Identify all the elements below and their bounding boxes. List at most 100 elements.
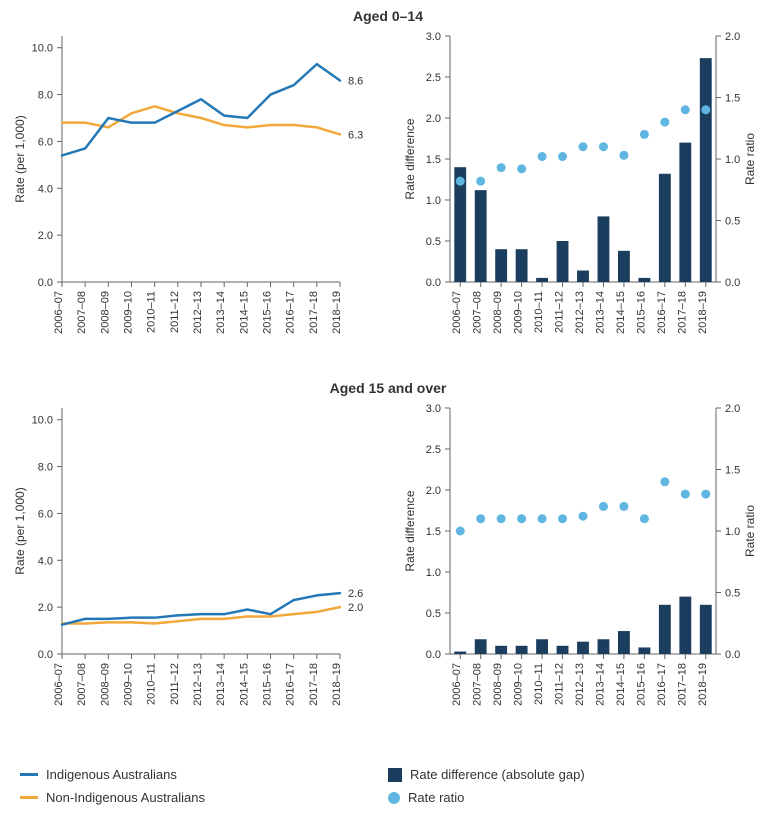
svg-text:2011–12: 2011–12: [554, 663, 566, 705]
svg-text:2015–16: 2015–16: [262, 663, 274, 706]
svg-text:2016–17: 2016–17: [285, 663, 297, 706]
svg-text:Rate ratio: Rate ratio: [743, 505, 757, 557]
svg-text:2008–09: 2008–09: [99, 663, 111, 706]
svg-text:1.5: 1.5: [426, 154, 441, 166]
svg-text:2006–07: 2006–07: [451, 663, 463, 706]
svg-text:2.0: 2.0: [38, 230, 53, 242]
svg-text:2014–15: 2014–15: [615, 291, 627, 334]
svg-text:2013–14: 2013–14: [594, 291, 606, 334]
svg-text:2012–13: 2012–13: [192, 663, 204, 706]
svg-text:2014–15: 2014–15: [238, 663, 250, 706]
svg-text:2017–18: 2017–18: [676, 291, 688, 334]
svg-text:1.0: 1.0: [725, 526, 740, 538]
svg-text:1.0: 1.0: [426, 195, 441, 207]
svg-text:2016–17: 2016–17: [656, 663, 668, 706]
svg-text:2.5: 2.5: [426, 444, 441, 456]
svg-text:0.5: 0.5: [725, 588, 740, 600]
svg-text:2017–18: 2017–18: [308, 291, 320, 334]
svg-text:0.5: 0.5: [725, 216, 740, 228]
svg-text:2007–08: 2007–08: [472, 663, 484, 706]
svg-text:6.0: 6.0: [38, 508, 53, 520]
svg-text:0.0: 0.0: [426, 649, 441, 661]
legend-item-indigenous: Indigenous Australians: [20, 767, 388, 782]
svg-text:2013–14: 2013–14: [594, 663, 606, 706]
svg-text:2.0: 2.0: [725, 31, 740, 43]
svg-text:2.0: 2.0: [725, 403, 740, 415]
svg-text:0.5: 0.5: [426, 236, 441, 248]
svg-text:2007–08: 2007–08: [76, 663, 88, 706]
svg-text:2016–17: 2016–17: [285, 291, 297, 334]
legend-swatch-dot: [388, 792, 400, 804]
svg-text:2012–13: 2012–13: [574, 291, 586, 334]
svg-text:2017–18: 2017–18: [308, 663, 320, 706]
legend-item-bar: Rate difference (absolute gap): [388, 767, 756, 782]
svg-text:6.0: 6.0: [38, 136, 53, 148]
svg-text:2011–12: 2011–12: [169, 291, 181, 333]
figure-root: Aged 0–14 0.02.04.06.08.010.0Rate (per 1…: [0, 0, 776, 821]
svg-text:2011–12: 2011–12: [554, 291, 566, 333]
svg-text:2.0: 2.0: [38, 602, 53, 614]
svg-text:2018–19: 2018–19: [331, 663, 343, 706]
svg-text:10.0: 10.0: [32, 415, 53, 427]
svg-text:2.0: 2.0: [426, 113, 441, 125]
svg-text:8.0: 8.0: [38, 90, 53, 102]
svg-text:2008–09: 2008–09: [492, 663, 504, 706]
svg-text:2013–14: 2013–14: [215, 291, 227, 334]
combo-chart-15plus: 0.00.51.01.52.02.53.00.00.51.01.52.0Rate…: [400, 402, 766, 732]
legend-label-nonindigenous: Non-Indigenous Australians: [46, 790, 205, 805]
svg-text:0.0: 0.0: [38, 649, 53, 661]
svg-text:0.0: 0.0: [725, 649, 740, 661]
svg-text:4.0: 4.0: [38, 183, 53, 195]
svg-text:2.0: 2.0: [348, 602, 363, 614]
line-chart-0-14: 0.02.04.06.08.010.0Rate (per 1,000)2006–…: [10, 30, 380, 360]
legend-item-nonindigenous: Non-Indigenous Australians: [20, 790, 388, 805]
svg-text:4.0: 4.0: [38, 555, 53, 567]
svg-text:2006–07: 2006–07: [451, 291, 463, 334]
combo-chart-0-14: 0.00.51.01.52.02.53.00.00.51.01.52.0Rate…: [400, 30, 766, 360]
svg-text:2.6: 2.6: [348, 588, 363, 600]
legend-label-dot: Rate ratio: [408, 790, 464, 805]
svg-text:1.5: 1.5: [426, 526, 441, 538]
svg-text:1.5: 1.5: [725, 465, 740, 477]
svg-text:2013–14: 2013–14: [215, 663, 227, 706]
svg-text:2007–08: 2007–08: [472, 291, 484, 334]
svg-text:2015–16: 2015–16: [262, 291, 274, 334]
line-chart-15plus: 0.02.04.06.08.010.0Rate (per 1,000)2006–…: [10, 402, 380, 732]
svg-text:1.5: 1.5: [725, 93, 740, 105]
svg-text:2010–11: 2010–11: [533, 291, 545, 333]
svg-text:2009–10: 2009–10: [123, 291, 135, 334]
svg-text:2010–11: 2010–11: [146, 663, 158, 705]
svg-text:10.0: 10.0: [32, 43, 53, 55]
svg-text:2012–13: 2012–13: [574, 663, 586, 706]
svg-text:2009–10: 2009–10: [513, 663, 525, 706]
svg-text:2.5: 2.5: [426, 72, 441, 84]
svg-text:2015–16: 2015–16: [635, 291, 647, 334]
svg-text:2018–19: 2018–19: [331, 291, 343, 334]
svg-text:6.3: 6.3: [348, 129, 363, 141]
svg-text:2017–18: 2017–18: [676, 663, 688, 706]
svg-text:Rate ratio: Rate ratio: [743, 133, 757, 185]
svg-text:2016–17: 2016–17: [656, 291, 668, 334]
svg-text:0.0: 0.0: [426, 277, 441, 289]
legend: Indigenous Australians Non-Indigenous Au…: [20, 767, 756, 805]
svg-text:2007–08: 2007–08: [76, 291, 88, 334]
legend-swatch-bar: [388, 768, 402, 782]
svg-text:0.0: 0.0: [725, 277, 740, 289]
svg-text:2018–19: 2018–19: [697, 291, 709, 334]
legend-label-bar: Rate difference (absolute gap): [410, 767, 585, 782]
svg-text:1.0: 1.0: [725, 154, 740, 166]
svg-text:8.0: 8.0: [38, 462, 53, 474]
svg-text:Rate difference: Rate difference: [403, 118, 417, 199]
legend-swatch-nonindigenous: [20, 796, 38, 799]
svg-text:Rate (per 1,000): Rate (per 1,000): [13, 115, 27, 202]
svg-text:8.6: 8.6: [348, 76, 363, 88]
svg-text:2014–15: 2014–15: [238, 291, 250, 334]
legend-swatch-indigenous: [20, 773, 38, 776]
svg-text:2010–11: 2010–11: [146, 291, 158, 333]
svg-text:2008–09: 2008–09: [492, 291, 504, 334]
svg-text:2015–16: 2015–16: [635, 663, 647, 706]
svg-text:0.5: 0.5: [426, 608, 441, 620]
svg-text:2009–10: 2009–10: [123, 663, 135, 706]
svg-text:Rate difference: Rate difference: [403, 490, 417, 571]
svg-text:Rate (per 1,000): Rate (per 1,000): [13, 487, 27, 574]
